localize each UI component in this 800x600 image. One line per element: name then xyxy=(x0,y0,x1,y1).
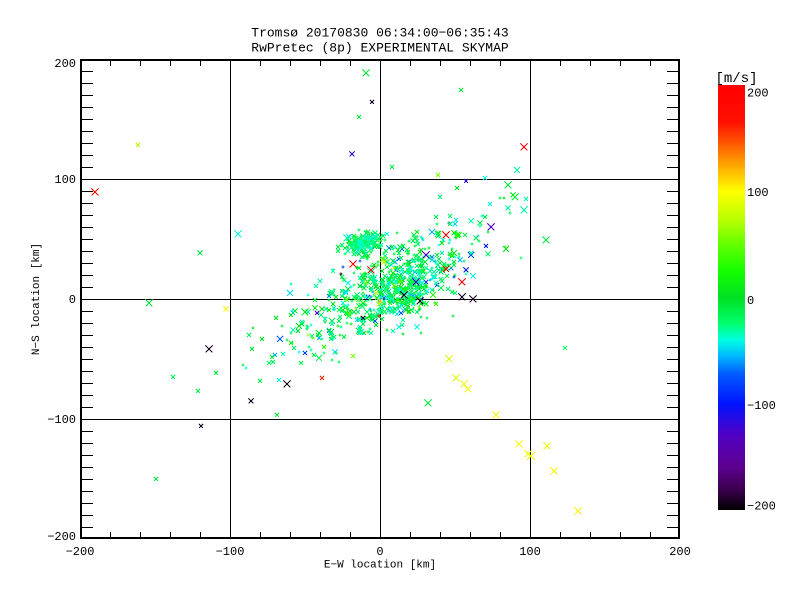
svg-text:100: 100 xyxy=(747,186,769,200)
svg-text:100: 100 xyxy=(519,545,541,559)
svg-text:−100: −100 xyxy=(747,399,776,413)
svg-text:100: 100 xyxy=(54,173,76,187)
svg-text:−100: −100 xyxy=(216,545,245,559)
svg-text:0: 0 xyxy=(69,293,76,307)
svg-text:E−W location [km]: E−W location [km] xyxy=(324,560,436,572)
svg-text:200: 200 xyxy=(747,87,769,101)
svg-text:[m/s]: [m/s] xyxy=(716,71,758,87)
svg-text:RwPretec (8p) EXPERIMENTAL SKY: RwPretec (8p) EXPERIMENTAL SKYMAP xyxy=(251,41,509,56)
svg-text:N−S location [km]: N−S location [km] xyxy=(31,243,43,355)
svg-text:−200: −200 xyxy=(47,530,76,544)
svg-text:−200: −200 xyxy=(66,545,95,559)
svg-text:0: 0 xyxy=(747,294,754,308)
svg-text:200: 200 xyxy=(669,545,691,559)
svg-text:Tromsø 20170830 06:34:00−06:35: Tromsø 20170830 06:34:00−06:35:43 xyxy=(251,26,508,41)
svg-text:−200: −200 xyxy=(747,500,776,514)
svg-text:200: 200 xyxy=(54,57,76,71)
svg-text:0: 0 xyxy=(376,545,383,559)
svg-text:−100: −100 xyxy=(47,413,76,427)
